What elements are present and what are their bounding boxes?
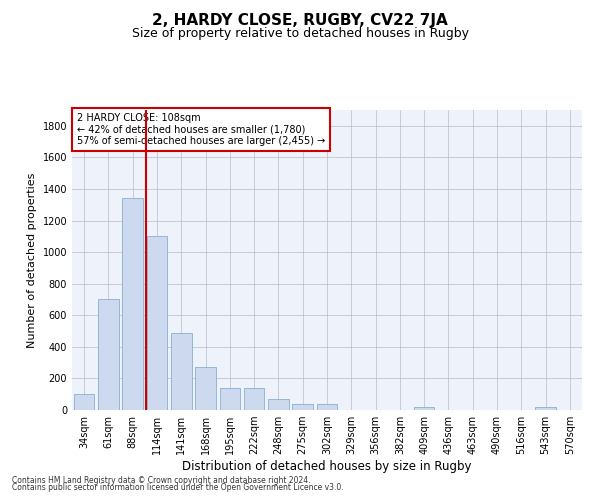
Bar bbox=[317, 404, 337, 410]
Bar bbox=[535, 407, 556, 410]
Bar bbox=[171, 332, 191, 410]
X-axis label: Distribution of detached houses by size in Rugby: Distribution of detached houses by size … bbox=[182, 460, 472, 473]
Bar bbox=[195, 368, 216, 410]
Text: 2, HARDY CLOSE, RUGBY, CV22 7JA: 2, HARDY CLOSE, RUGBY, CV22 7JA bbox=[152, 12, 448, 28]
Y-axis label: Number of detached properties: Number of detached properties bbox=[27, 172, 37, 348]
Text: Contains HM Land Registry data © Crown copyright and database right 2024.: Contains HM Land Registry data © Crown c… bbox=[12, 476, 311, 485]
Bar bbox=[220, 388, 240, 410]
Bar bbox=[268, 399, 289, 410]
Bar bbox=[98, 300, 119, 410]
Text: Contains public sector information licensed under the Open Government Licence v3: Contains public sector information licen… bbox=[12, 484, 344, 492]
Text: 2 HARDY CLOSE: 108sqm
← 42% of detached houses are smaller (1,780)
57% of semi-d: 2 HARDY CLOSE: 108sqm ← 42% of detached … bbox=[77, 113, 325, 146]
Bar bbox=[74, 394, 94, 410]
Bar bbox=[122, 198, 143, 410]
Bar bbox=[414, 407, 434, 410]
Bar bbox=[244, 388, 265, 410]
Text: Size of property relative to detached houses in Rugby: Size of property relative to detached ho… bbox=[131, 28, 469, 40]
Bar bbox=[146, 236, 167, 410]
Bar bbox=[292, 404, 313, 410]
